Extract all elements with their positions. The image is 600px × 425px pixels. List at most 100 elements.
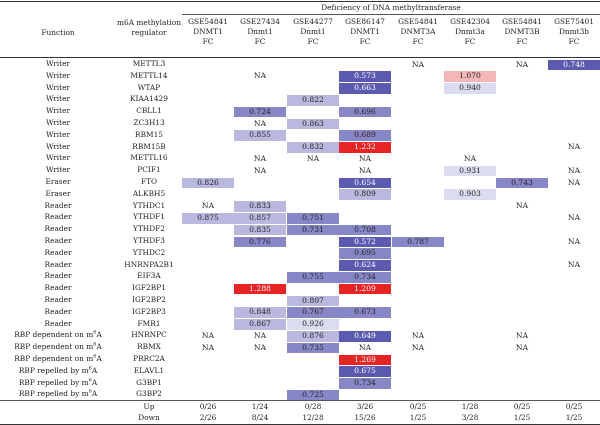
column-header-gene: Dnmt1 xyxy=(247,27,273,36)
fc-empty-cell xyxy=(444,213,496,224)
fc-empty-cell: NA xyxy=(411,59,425,69)
fc-empty-cell xyxy=(182,71,234,82)
fc-empty-cell xyxy=(234,95,286,106)
fc-empty-cell xyxy=(234,296,286,307)
row-function: Reader xyxy=(44,271,72,281)
fc-empty-cell xyxy=(392,166,444,177)
fc-empty-cell xyxy=(339,319,391,330)
fc-empty-cell xyxy=(548,331,600,342)
fc-empty-cell xyxy=(496,260,548,271)
fc-empty-cell xyxy=(182,154,234,165)
fc-empty-cell xyxy=(287,130,339,141)
fc-empty-cell xyxy=(182,284,234,295)
column-header-gene: Dnmt3b xyxy=(558,27,590,36)
row-regulator: KIAA1429 xyxy=(130,94,168,104)
fc-empty-cell xyxy=(496,71,548,82)
row-regulator: HNRNPC xyxy=(131,330,167,340)
fc-empty-cell: NA xyxy=(515,201,529,211)
fc-empty-cell xyxy=(548,130,600,141)
row-regulator: RBMX xyxy=(137,342,161,352)
summary-value: 1/25 xyxy=(565,413,583,422)
fc-empty-cell xyxy=(496,272,548,283)
fc-value-cell: 0.649 xyxy=(339,330,391,342)
summary-value: 1/24 xyxy=(251,402,269,411)
fc-value-cell: 0.725 xyxy=(287,389,339,401)
fc-empty-cell xyxy=(496,307,548,318)
fc-empty-cell xyxy=(182,119,234,130)
fc-empty-cell xyxy=(496,166,548,177)
column-header: GSE54841 DNMT1 FC xyxy=(182,17,234,47)
fc-empty-cell xyxy=(182,248,234,259)
fc-empty-cell xyxy=(548,71,600,82)
fc-empty-cell xyxy=(234,260,286,271)
fc-empty-cell xyxy=(444,260,496,271)
column-header-gse: GSE27434 xyxy=(240,17,280,26)
column-header-fc: FC xyxy=(202,37,214,46)
fc-empty-cell xyxy=(496,355,548,366)
fc-empty-cell: NA xyxy=(567,212,581,222)
fc-empty-cell xyxy=(548,272,600,283)
fc-empty-cell xyxy=(392,260,444,271)
fc-value-cell: 0.787 xyxy=(392,236,444,248)
row-function: RBP repelled by m6A xyxy=(18,388,98,399)
fc-empty-cell: NA xyxy=(201,201,215,211)
row-function: Writer xyxy=(45,153,71,163)
row-regulator: RBM15B xyxy=(132,141,166,151)
fc-empty-cell: NA xyxy=(253,165,267,175)
fc-empty-cell xyxy=(444,130,496,141)
fc-empty-cell xyxy=(496,225,548,236)
row-regulator: FMR1 xyxy=(137,318,161,328)
row-regulator: METTL3 xyxy=(132,59,166,68)
fc-empty-cell xyxy=(548,83,600,94)
fc-value-cell: 0.832 xyxy=(287,142,339,153)
fc-empty-cell xyxy=(339,296,391,307)
fc-empty-cell: NA xyxy=(253,71,267,81)
fc-empty-cell xyxy=(392,119,444,130)
column-header-gene: Dnmt1 xyxy=(300,27,326,36)
fc-empty-cell xyxy=(496,213,548,224)
fc-empty-cell xyxy=(496,248,548,259)
fc-empty-cell xyxy=(444,201,496,212)
fc-empty-cell xyxy=(339,95,391,106)
summary-value: 0/25 xyxy=(409,402,427,411)
fc-empty-cell xyxy=(444,296,496,307)
fc-empty-cell xyxy=(496,95,548,106)
fc-empty-cell xyxy=(548,284,600,295)
fc-empty-cell xyxy=(444,355,496,366)
column-header-gene: DNMT1 xyxy=(350,27,380,36)
fc-empty-cell: NA xyxy=(358,165,372,175)
column-header-gene: DNMT1 xyxy=(193,27,223,36)
fc-empty-cell xyxy=(496,83,548,94)
fc-empty-cell xyxy=(548,201,600,212)
fc-empty-cell xyxy=(182,189,234,200)
fc-empty-cell xyxy=(339,119,391,130)
fc-empty-cell xyxy=(444,378,496,389)
fc-empty-cell: NA xyxy=(201,330,215,340)
fc-empty-cell xyxy=(392,83,444,94)
fc-empty-cell xyxy=(287,237,339,248)
fc-empty-cell xyxy=(548,343,600,354)
row-regulator: ALKBH5 xyxy=(132,188,166,198)
row-function: Writer xyxy=(45,165,71,175)
fc-empty-cell xyxy=(287,71,339,82)
fc-empty-cell xyxy=(182,296,234,307)
row-function: RBP repelled by m6A xyxy=(18,377,98,387)
row-regulator: RBM15 xyxy=(135,129,163,139)
fc-empty-cell xyxy=(392,107,444,118)
fc-empty-cell xyxy=(392,178,444,189)
fc-value-cell: 0.926 xyxy=(287,319,339,330)
fc-value-cell: 0.689 xyxy=(339,130,391,142)
fc-empty-cell xyxy=(548,225,600,236)
fc-empty-cell xyxy=(234,178,286,189)
fc-empty-cell xyxy=(182,307,234,318)
fc-value-cell: 0.573 xyxy=(339,71,391,83)
fc-value-cell: 0.663 xyxy=(339,83,391,94)
fc-empty-cell xyxy=(392,284,444,295)
regulator-header: m6A methylation regulator xyxy=(116,18,182,38)
fc-empty-cell xyxy=(444,95,496,106)
row-function: Writer xyxy=(45,141,71,151)
fc-empty-cell xyxy=(392,319,444,330)
fc-empty-cell xyxy=(548,378,600,389)
fc-value-cell: 1.232 xyxy=(339,142,391,153)
fc-value-cell: 0.696 xyxy=(339,106,391,118)
